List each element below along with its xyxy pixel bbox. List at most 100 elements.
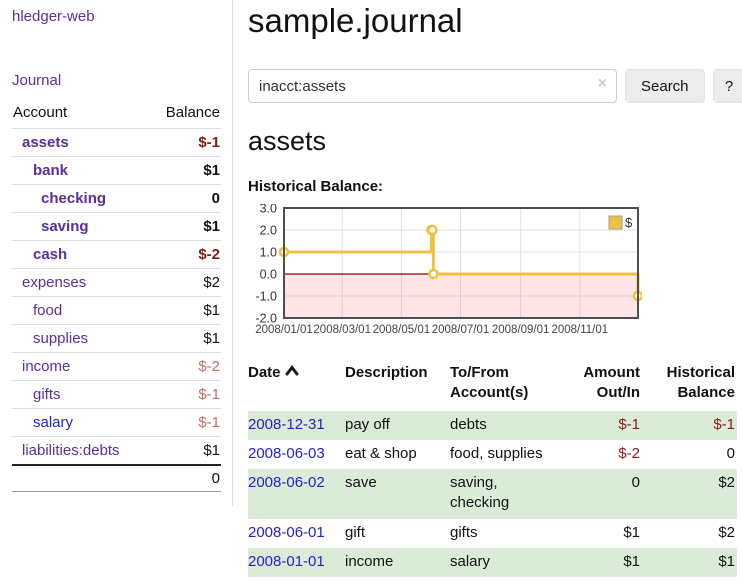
account-link[interactable]: expenses (22, 274, 87, 291)
y-axis-tick-label: -2.0 (255, 312, 277, 326)
header-label-line2: Account(s) (450, 384, 529, 402)
header-label: Historical (666, 364, 735, 381)
txn-date-cell: 2008-12-31 (248, 411, 345, 440)
transaction-row: 2008-06-02 save saving, checking 0 $2 (248, 469, 737, 519)
account-row: assets $-1 (12, 128, 221, 157)
account-row: gifts $-1 (12, 380, 221, 409)
x-axis-tick-label: 2008/05/01 (373, 324, 431, 336)
account-row: bank $1 (12, 156, 221, 185)
txn-date-link[interactable]: 2008-12-31 (248, 415, 325, 433)
account-balance: $1 (203, 442, 220, 459)
legend-label: $ (625, 215, 633, 230)
account-row: liabilities:debts $1 (12, 436, 221, 466)
account-balance: $1 (203, 162, 220, 179)
negative-region (284, 274, 638, 318)
y-axis-tick-label: 0.0 (260, 268, 277, 282)
data-point-marker (428, 268, 439, 280)
transaction-row: 2008-06-01 gift gifts $1 $2 (248, 519, 737, 548)
txn-amount-cell: $1 (623, 552, 640, 570)
search-input[interactable] (248, 69, 617, 103)
txn-date-cell: 2008-06-03 (248, 440, 345, 469)
txn-accounts-cell: debts (450, 415, 487, 433)
account-name-cell: checking (12, 185, 149, 213)
account-link[interactable]: salary (33, 414, 74, 431)
txn-description-cell: save (345, 474, 377, 491)
accounts-total-row: 0 (12, 465, 221, 492)
account-balance: $1 (203, 218, 220, 235)
account-link[interactable]: supplies (33, 330, 89, 347)
header-label: Date (248, 364, 281, 381)
transaction-row: 2008-06-03 eat & shop food, supplies $-2 0 (248, 440, 737, 469)
main-content: sample.journal × Search ? assets Histori… (233, 0, 742, 577)
x-axis-tick-label: 2008/07/01 (432, 324, 490, 336)
account-row: expenses $2 (12, 268, 221, 297)
txn-accounts-cell: gifts (450, 523, 478, 541)
txn-description-cell: income (345, 552, 394, 570)
account-link[interactable]: checking (41, 190, 107, 207)
accounts-table-body: assets $-1 bank $1 checking 0 saving $1 cash $-2 e… (12, 128, 221, 466)
register-col-header-historical: Historical Balance (642, 361, 737, 411)
account-balance: $-1 (198, 414, 220, 431)
account-link[interactable]: income (22, 358, 71, 375)
legend-swatch (608, 215, 623, 230)
account-row: saving $1 (12, 212, 221, 241)
txn-balance-cell: $1 (718, 552, 735, 570)
x-axis-tick-label: 2008/01/01 (255, 324, 313, 336)
account-name-cell: expenses (12, 269, 149, 297)
historical-balance-chart[interactable]: 3.0 2.0 1.0 0.0 -1.0 -2.0 2008/01/01 2008/03/01… (248, 202, 742, 342)
account-link[interactable]: bank (33, 162, 69, 179)
account-link[interactable]: saving (41, 218, 89, 235)
account-link[interactable]: assets (22, 134, 69, 151)
account-link[interactable]: cash (33, 246, 68, 263)
txn-amount-cell: $1 (623, 523, 640, 541)
account-row: cash $-2 (12, 240, 221, 269)
header-label: To/From (450, 364, 509, 381)
account-link[interactable]: gifts (33, 386, 61, 403)
chart-title: Historical Balance: (248, 178, 384, 195)
txn-accounts-cell: salary (450, 552, 491, 570)
txn-balance-cell: $2 (718, 474, 735, 491)
account-name-cell: liabilities:debts (12, 437, 149, 466)
txn-date-cell: 2008-01-01 (248, 548, 345, 577)
register-header-row: Date Description To/From Account(s) Amount Ou… (248, 361, 737, 411)
search-button[interactable]: Search (625, 69, 705, 103)
account-row: food $1 (12, 296, 221, 325)
accounts-header-balance: Balance (165, 104, 220, 121)
account-link[interactable]: food (33, 302, 63, 319)
account-balance: $-1 (198, 386, 220, 403)
header-label: Description (345, 364, 428, 381)
txn-balance-cell: $2 (718, 523, 735, 541)
y-axis-tick-label: 3.0 (260, 204, 277, 216)
search-help-button[interactable]: ? (712, 69, 742, 103)
account-balance: $-1 (198, 134, 220, 151)
register-table-body: 2008-12-31 pay off debts $-1 $-1 2008-06-03 ea… (248, 410, 737, 577)
txn-date-link[interactable]: 2008-01-01 (248, 552, 325, 570)
account-name-cell: food (12, 297, 149, 325)
app-title-link[interactable]: hledger-web (12, 8, 95, 25)
sidebar-item-journal[interactable]: Journal (12, 72, 62, 89)
account-link[interactable]: liabilities:debts (22, 442, 120, 459)
register-col-header-date[interactable]: Date (248, 361, 345, 411)
txn-date-link[interactable]: 2008-06-03 (248, 444, 325, 462)
account-heading: assets (248, 126, 327, 156)
account-name-cell: salary (12, 409, 149, 437)
txn-date-link[interactable]: 2008-06-01 (248, 523, 325, 541)
sidebar: hledger-web Journal Account Balance asse… (0, 0, 233, 506)
clear-search-icon[interactable]: × (597, 75, 607, 92)
account-name-cell: assets (12, 129, 149, 157)
register-col-header-description: Description (345, 361, 450, 411)
register-table: Date Description To/From Account(s) Amount Ou… (248, 361, 737, 577)
txn-date-link[interactable]: 2008-06-02 (248, 474, 325, 491)
header-label-line2: Balance (677, 384, 735, 402)
accounts-total-value: 0 (211, 470, 220, 487)
y-axis-tick-label: 2.0 (260, 224, 277, 238)
txn-description-cell: eat & shop (345, 444, 417, 462)
register-col-header-amount: Amount Out/In (562, 361, 642, 411)
txn-amount-cell: $-2 (618, 444, 640, 462)
txn-amount-cell: 0 (631, 474, 640, 491)
transaction-row: 2008-01-01 income salary $1 $1 (248, 547, 737, 577)
account-name-cell: bank (12, 157, 149, 185)
txn-balance-cell: $-1 (713, 415, 735, 433)
